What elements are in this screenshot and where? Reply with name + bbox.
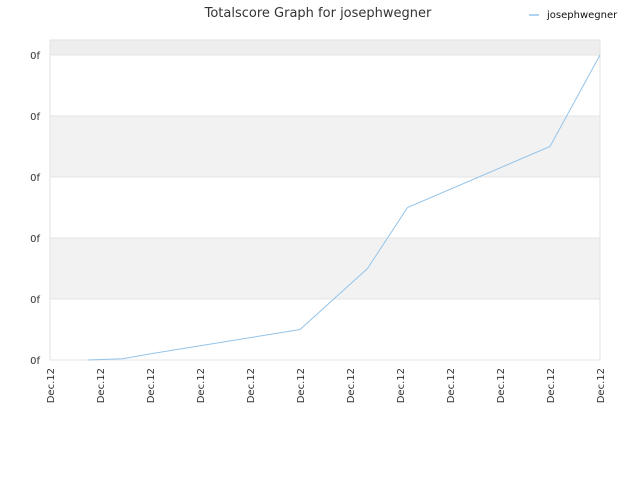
plot-top-strip bbox=[50, 40, 600, 55]
chart-title: Totalscore Graph for josephwegner bbox=[204, 6, 432, 21]
x-tick-label: Dec.12 bbox=[196, 368, 207, 403]
y-tick-label: 0f bbox=[30, 112, 40, 123]
x-tick-label: Dec.12 bbox=[296, 368, 307, 403]
series-line bbox=[87, 54, 601, 361]
x-tick-label: Dec.12 bbox=[546, 368, 557, 403]
x-tick-label: Dec.12 bbox=[496, 368, 507, 403]
legend-label: josephwegner bbox=[546, 10, 618, 21]
plot-band bbox=[50, 55, 600, 116]
x-tick-label: Dec.12 bbox=[46, 368, 57, 403]
y-tick-label: 0f bbox=[30, 173, 40, 184]
y-tick-label: 0f bbox=[30, 356, 40, 367]
plot-band bbox=[50, 116, 600, 177]
x-tick-label: Dec.12 bbox=[96, 368, 107, 403]
y-tick-label: 0f bbox=[30, 295, 40, 306]
plot-band bbox=[50, 238, 600, 299]
plot-bands bbox=[49, 39, 601, 361]
x-tick-label: Dec.12 bbox=[396, 368, 407, 403]
series-layer bbox=[87, 54, 601, 361]
y-tick-label: 0f bbox=[30, 234, 40, 245]
plot-band bbox=[50, 299, 600, 360]
legend: josephwegner bbox=[529, 10, 618, 21]
x-tick-label: Dec.12 bbox=[446, 368, 457, 403]
plot-band bbox=[50, 177, 600, 238]
x-tick-label: Dec.12 bbox=[246, 368, 257, 403]
y-axis-ticks: 0f 0f 0f 0f 0f 0f bbox=[30, 51, 40, 367]
x-axis-ticks: Dec.12 Dec.12 Dec.12 Dec.12 Dec.12 Dec.12 Dec.… bbox=[46, 368, 607, 403]
x-tick-label: Dec.12 bbox=[346, 368, 357, 403]
y-tick-label: 0f bbox=[30, 51, 40, 62]
x-tick-label: Dec.12 bbox=[146, 368, 157, 403]
grid-lines bbox=[50, 54, 600, 361]
x-tick-label: Dec.12 bbox=[596, 368, 607, 403]
